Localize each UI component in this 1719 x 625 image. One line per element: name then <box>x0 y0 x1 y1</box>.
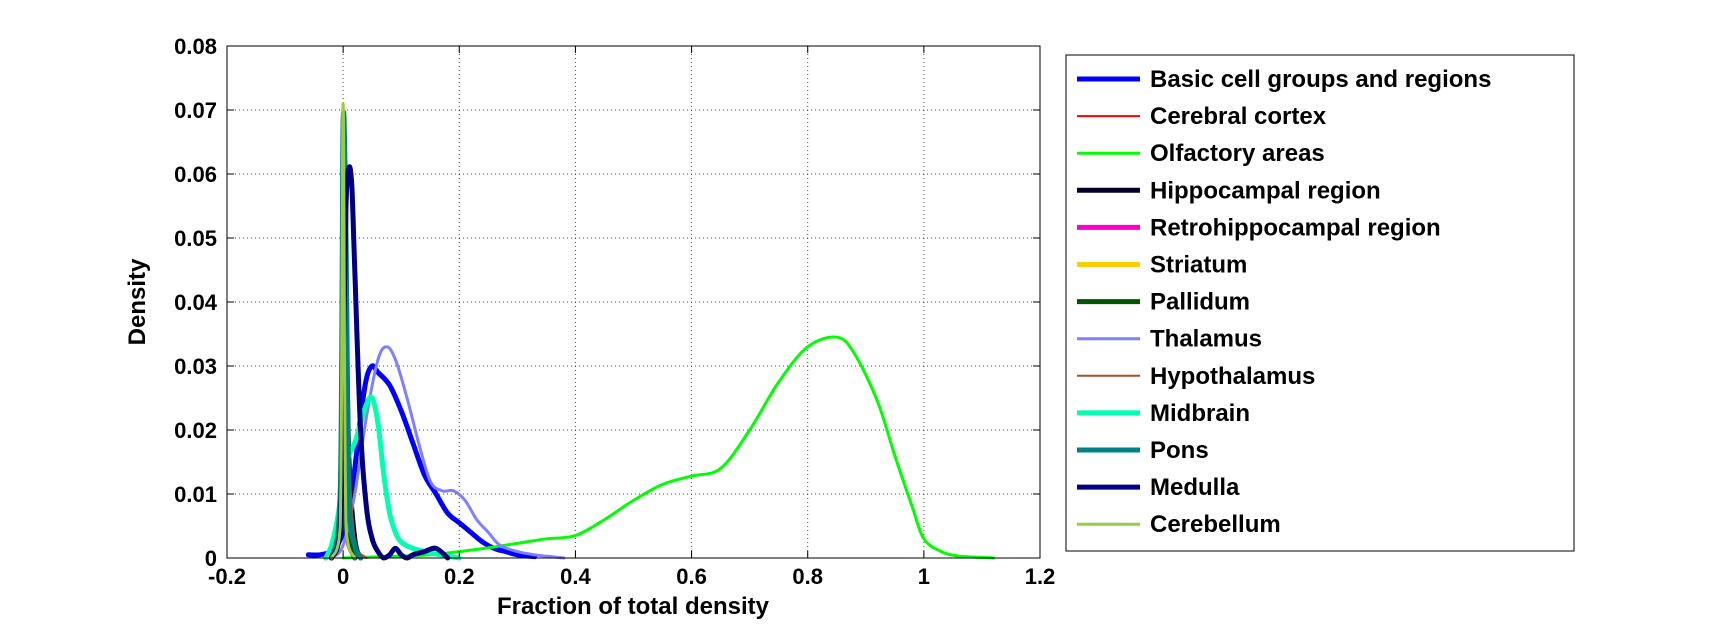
legend-label-olfactory-areas: Olfactory areas <box>1150 140 1325 167</box>
x-axis-label: Fraction of total density <box>497 593 770 620</box>
x-tick-label: 0.8 <box>792 564 823 589</box>
legend-label-cerebellum: Cerebellum <box>1150 511 1281 538</box>
legend-label-hippocampal-region: Hippocampal region <box>1150 177 1381 204</box>
legend-label-cerebral-cortex: Cerebral cortex <box>1150 103 1327 130</box>
series-line-basic-cell-groups-and-regions <box>305 363 538 560</box>
axis-ticks: -0.2 0 0.2 0.4 0.6 0.8 1 1.200.010.020.030.040.… <box>174 34 1055 589</box>
x-tick-label: 0.4 <box>560 564 591 589</box>
y-tick-label: 0.05 <box>174 226 217 251</box>
legend: Basic cell groups and regions Cerebral co… <box>1065 54 1575 552</box>
series-lines <box>305 102 995 561</box>
y-tick-label: 0.01 <box>174 482 217 507</box>
y-tick-label: 0.03 <box>174 354 217 379</box>
y-tick-label: 0 <box>205 546 217 571</box>
legend-label-basic-cell-groups-and-regions: Basic cell groups and regions <box>1150 66 1491 93</box>
series-line-thalamus <box>330 345 566 560</box>
y-tick-label: 0.02 <box>174 418 217 443</box>
x-tick-label: -0.2 <box>208 564 246 589</box>
x-tick-label: 0.2 <box>444 564 475 589</box>
x-tick-label: 1.2 <box>1025 564 1056 589</box>
legend-label-striatum: Striatum <box>1150 252 1247 279</box>
y-axis-label: Density <box>124 258 151 345</box>
y-tick-label: 0.07 <box>174 98 217 123</box>
x-tick-label: 1 <box>918 564 930 589</box>
y-tick-label: 0.08 <box>174 34 217 59</box>
series-line-olfactory-areas <box>341 335 995 560</box>
x-tick-label: 0 <box>337 564 349 589</box>
legend-label-pons: Pons <box>1150 437 1209 464</box>
legend-label-retrohippocampal-region: Retrohippocampal region <box>1150 214 1441 241</box>
x-tick-label: 0.6 <box>676 564 707 589</box>
series-line-cerebellum <box>330 102 357 560</box>
legend-label-thalamus: Thalamus <box>1150 326 1262 353</box>
legend-box <box>1065 54 1575 552</box>
y-tick-label: 0.06 <box>174 162 217 187</box>
legend-label-hypothalamus: Hypothalamus <box>1150 363 1315 390</box>
legend-label-pallidum: Pallidum <box>1150 289 1250 316</box>
y-tick-label: 0.04 <box>174 290 218 315</box>
legend-label-midbrain: Midbrain <box>1150 400 1250 427</box>
legend-label-medulla: Medulla <box>1150 474 1240 501</box>
